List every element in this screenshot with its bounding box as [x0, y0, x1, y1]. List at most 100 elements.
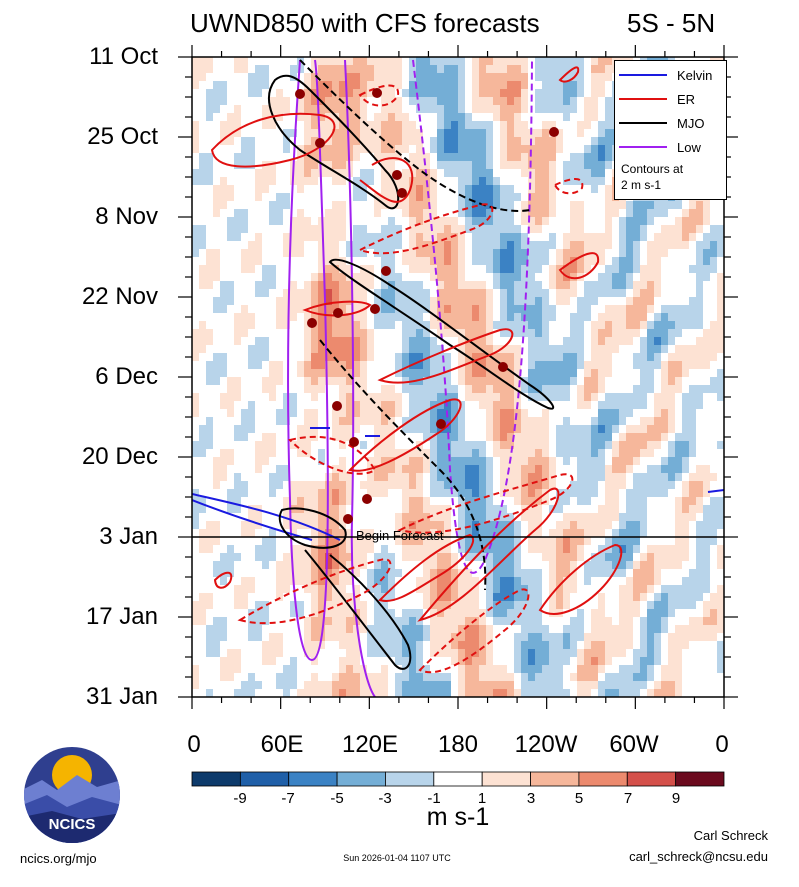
heatmap-cell — [696, 513, 704, 522]
heatmap-cell — [423, 145, 431, 154]
heatmap-cell — [416, 569, 424, 578]
heatmap-cell — [297, 81, 305, 90]
heatmap-cell — [577, 97, 585, 106]
heatmap-cell — [388, 377, 396, 386]
heatmap-cell — [290, 545, 298, 554]
heatmap-cell — [451, 105, 459, 114]
heatmap-cell — [521, 553, 529, 562]
heatmap-cell — [521, 353, 529, 362]
heatmap-cell — [675, 553, 683, 562]
heatmap-cell — [591, 233, 599, 242]
heatmap-cell — [388, 417, 396, 426]
heatmap-cell — [577, 577, 585, 586]
heatmap-cell — [717, 353, 724, 362]
heatmap-cell — [297, 337, 305, 346]
heatmap-cell — [360, 409, 368, 418]
heatmap-cell — [234, 209, 242, 218]
heatmap-cell — [479, 217, 487, 226]
heatmap-cell — [283, 273, 291, 282]
heatmap-cell — [500, 465, 508, 474]
heatmap-cell — [703, 505, 711, 514]
heatmap-cell — [682, 449, 690, 458]
heatmap-cell — [584, 345, 592, 354]
heatmap-cell — [570, 569, 578, 578]
heatmap-cell — [703, 361, 711, 370]
heatmap-cell — [451, 465, 459, 474]
heatmap-cell — [507, 513, 515, 522]
heatmap-cell — [542, 377, 550, 386]
heatmap-cell — [192, 201, 200, 210]
heatmap-cell — [528, 289, 536, 298]
heatmap-cell — [213, 489, 221, 498]
heatmap-cell — [689, 569, 697, 578]
heatmap-cell — [717, 345, 724, 354]
heatmap-cell — [255, 193, 263, 202]
heatmap-cell — [248, 153, 256, 162]
heatmap-cell — [633, 249, 641, 258]
heatmap-cell — [430, 321, 438, 330]
heatmap-cell — [374, 65, 382, 74]
heatmap-cell — [465, 361, 473, 370]
heatmap-cell — [304, 489, 312, 498]
heatmap-cell — [374, 569, 382, 578]
heatmap-cell — [633, 561, 641, 570]
heatmap-cell — [710, 257, 718, 266]
heatmap-cell — [661, 257, 669, 266]
heatmap-cell — [395, 161, 403, 170]
heatmap-cell — [234, 89, 242, 98]
heatmap-cell — [374, 489, 382, 498]
heatmap-cell — [430, 537, 438, 546]
heatmap-cell — [556, 113, 564, 122]
heatmap-cell — [444, 457, 452, 466]
heatmap-cell — [276, 553, 284, 562]
heatmap-cell — [374, 369, 382, 378]
heatmap-cell — [325, 73, 333, 82]
heatmap-cell — [437, 297, 445, 306]
heatmap-cell — [374, 497, 382, 506]
heatmap-cell — [619, 553, 627, 562]
heatmap-cell — [556, 65, 564, 74]
heatmap-cell — [227, 81, 235, 90]
heatmap-cell — [241, 65, 249, 74]
heatmap-cell — [444, 529, 452, 538]
heatmap-cell — [290, 217, 298, 226]
heatmap-cell — [339, 425, 347, 434]
heatmap-cell — [192, 153, 200, 162]
heatmap-cell — [514, 281, 522, 290]
heatmap-cell — [332, 273, 340, 282]
heatmap-cell — [710, 505, 718, 514]
heatmap-cell — [234, 369, 242, 378]
heatmap-cell — [353, 465, 361, 474]
heatmap-cell — [584, 241, 592, 250]
heatmap-cell — [633, 345, 641, 354]
heatmap-cell — [612, 409, 620, 418]
heatmap-cell — [276, 417, 284, 426]
heatmap-cell — [451, 169, 459, 178]
heatmap-cell — [584, 417, 592, 426]
heatmap-cell — [311, 361, 319, 370]
heatmap-cell — [584, 177, 592, 186]
heatmap-cell — [598, 129, 606, 138]
heatmap-cell — [598, 73, 606, 82]
heatmap-cell — [227, 449, 235, 458]
heatmap-cell — [220, 401, 228, 410]
heatmap-cell — [199, 249, 207, 258]
heatmap-cell — [577, 145, 585, 154]
heatmap-cell — [444, 561, 452, 570]
heatmap-cell — [633, 569, 641, 578]
heatmap-cell — [605, 233, 613, 242]
heatmap-cell — [199, 577, 207, 586]
heatmap-cell — [444, 497, 452, 506]
heatmap-cell — [584, 577, 592, 586]
heatmap-cell — [486, 577, 494, 586]
heatmap-cell — [262, 193, 270, 202]
heatmap-cell — [710, 393, 718, 402]
heatmap-cell — [416, 393, 424, 402]
heatmap-cell — [290, 553, 298, 562]
heatmap-cell — [283, 97, 291, 106]
heatmap-cell — [318, 537, 326, 546]
heatmap-cell — [318, 577, 326, 586]
heatmap-cell — [416, 169, 424, 178]
heatmap-cell — [605, 145, 613, 154]
heatmap-cell — [570, 385, 578, 394]
